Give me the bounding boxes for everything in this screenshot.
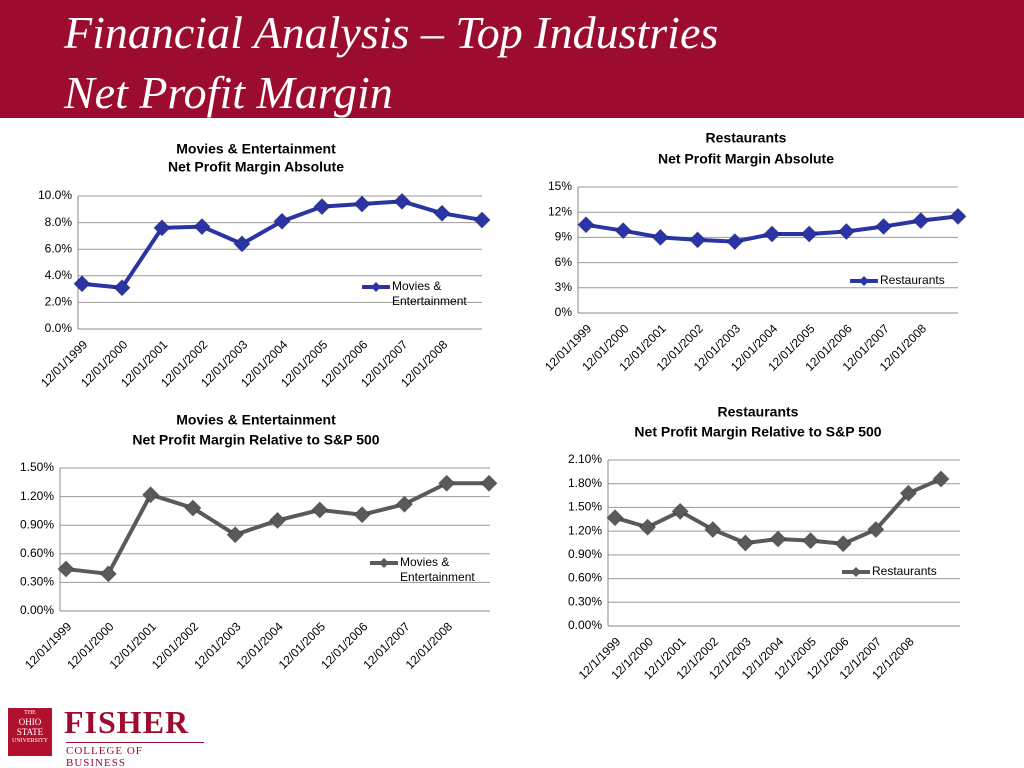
legend-marker	[859, 276, 869, 286]
school-name: FISHER	[64, 704, 190, 740]
data-point	[273, 212, 291, 230]
data-point	[113, 279, 131, 297]
y-tick-label: 0.90%	[20, 517, 54, 531]
data-point	[651, 228, 670, 247]
chart-title: Net Profit Margin Absolute	[168, 159, 344, 175]
data-point	[141, 485, 160, 504]
legend-label: Restaurants	[872, 564, 937, 578]
y-tick-label: 12%	[548, 204, 572, 218]
chart-title: Net Profit Margin Relative to S&P 500	[132, 432, 379, 448]
y-tick-label: 0.30%	[20, 575, 54, 589]
y-tick-label: 1.80%	[568, 476, 602, 490]
data-point	[834, 535, 852, 553]
header: Financial Analysis – Top Industries Net …	[0, 0, 1024, 118]
y-tick-label: 0.00%	[20, 603, 54, 617]
data-point	[899, 484, 918, 502]
legend-marker	[371, 282, 381, 292]
slide-title: Net Profit Margin	[64, 67, 393, 118]
y-tick-label: 10.0%	[38, 188, 72, 202]
y-tick-label: 0.00%	[568, 618, 602, 632]
y-tick-label: 0.0%	[45, 321, 73, 335]
legend-marker	[851, 567, 861, 577]
university-logo: THE OHIO STATE UNIVERSITY	[8, 708, 52, 756]
data-point	[393, 192, 411, 211]
data-point	[606, 508, 624, 527]
data-point	[437, 474, 456, 492]
chart-title: Net Profit Margin Absolute	[658, 151, 834, 167]
y-tick-label: 2.10%	[568, 452, 602, 466]
data-point	[153, 219, 171, 237]
data-point	[233, 235, 251, 253]
data-point	[226, 526, 244, 544]
data-point	[99, 565, 118, 583]
data-point	[193, 217, 211, 236]
data-point	[311, 501, 329, 519]
y-tick-label: 1.20%	[568, 523, 602, 537]
y-tick-label: 0.30%	[568, 594, 602, 608]
legend-label: Movies & Entertainment	[400, 555, 475, 584]
chart-title: Restaurants	[706, 130, 787, 146]
data-point	[473, 211, 491, 229]
college-name: COLLEGE OF BUSINESS	[66, 742, 204, 768]
chart-title: Movies & Entertainment	[176, 141, 336, 157]
data-point	[912, 211, 930, 230]
data-point	[736, 534, 755, 552]
legend-label: Restaurants	[880, 273, 945, 287]
logo-text: THE	[24, 710, 36, 716]
data-point	[726, 232, 744, 251]
data-point	[800, 225, 818, 243]
y-tick-label: 6%	[555, 255, 573, 269]
chart-title: Movies & Entertainment	[176, 412, 336, 428]
data-point	[769, 530, 787, 548]
data-point	[671, 502, 689, 521]
chart-title: Restaurants	[718, 404, 799, 420]
data-point	[932, 470, 950, 488]
chart-title: Net Profit Margin Relative to S&P 500	[634, 424, 881, 440]
y-tick-label: 1.50%	[568, 500, 602, 514]
legend-marker	[379, 558, 389, 568]
y-tick-label: 9%	[555, 230, 573, 244]
y-tick-label: 0%	[555, 305, 573, 319]
y-tick-label: 0.90%	[568, 547, 602, 561]
slide-title: Financial Analysis – Top Industries	[64, 7, 719, 58]
y-tick-label: 4.0%	[45, 268, 73, 282]
data-point	[395, 495, 414, 513]
data-point	[638, 518, 657, 536]
data-point	[874, 217, 893, 236]
data-point	[577, 216, 595, 234]
y-tick-label: 6.0%	[45, 241, 73, 255]
data-point	[268, 511, 287, 530]
logo-text: STATE	[16, 727, 44, 737]
data-point	[949, 207, 967, 226]
y-tick-label: 3%	[555, 280, 573, 294]
data-point	[614, 221, 632, 240]
y-tick-label: 15%	[548, 179, 572, 193]
y-tick-label: 1.50%	[20, 460, 54, 474]
data-point	[73, 275, 91, 293]
y-tick-label: 2.0%	[45, 295, 73, 309]
legend-label: Movies & Entertainment	[392, 279, 467, 308]
x-tick-label: 12/01/2008	[403, 619, 456, 672]
data-point	[313, 197, 331, 216]
data-point	[688, 231, 707, 249]
data-point	[837, 222, 856, 241]
data-point	[353, 195, 371, 213]
data-point	[480, 474, 498, 492]
y-tick-label: 1.20%	[20, 489, 54, 503]
logo-text: UNIVERSITY	[12, 738, 48, 744]
data-point	[433, 204, 451, 222]
y-tick-label: 0.60%	[20, 546, 54, 560]
data-point	[353, 506, 371, 524]
data-point	[57, 560, 75, 578]
y-tick-label: 8.0%	[45, 215, 73, 229]
data-point	[801, 531, 820, 550]
data-point	[867, 520, 885, 539]
data-point	[763, 225, 781, 243]
logo-text: OHIO	[18, 717, 42, 727]
data-point	[184, 499, 202, 517]
data-point	[704, 520, 722, 539]
y-tick-label: 0.60%	[568, 571, 602, 585]
